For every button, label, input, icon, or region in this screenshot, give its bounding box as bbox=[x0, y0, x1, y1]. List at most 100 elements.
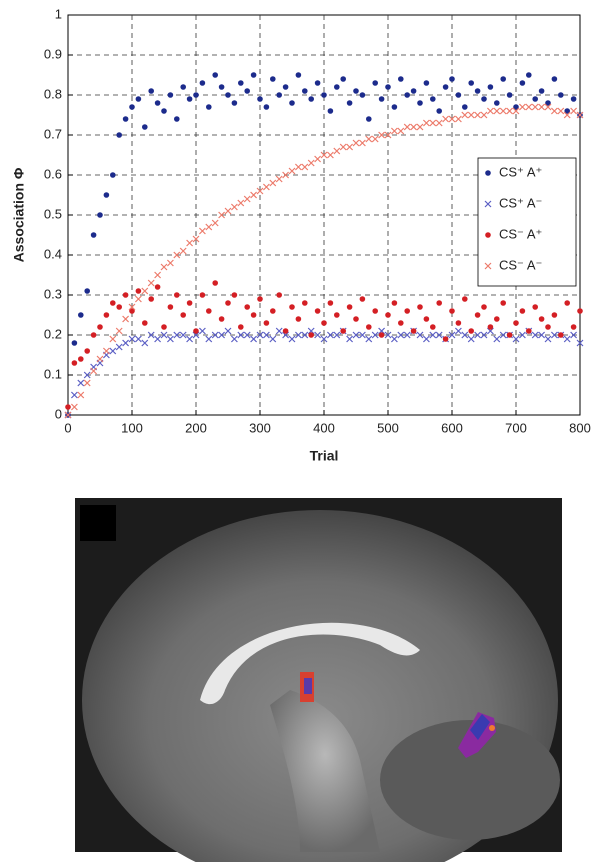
point bbox=[115, 327, 123, 335]
point bbox=[173, 251, 181, 259]
point bbox=[500, 76, 507, 82]
point bbox=[327, 108, 334, 114]
point bbox=[417, 100, 423, 106]
point bbox=[218, 316, 225, 322]
point bbox=[558, 92, 564, 98]
point bbox=[230, 203, 238, 211]
grid: 0 100 200 300 400 500 600 700 800 0 0.1 0.2 0.3 0.4 0.… bbox=[44, 6, 591, 435]
point bbox=[211, 219, 219, 227]
point bbox=[372, 80, 379, 86]
point bbox=[371, 135, 379, 143]
point bbox=[314, 155, 322, 163]
point bbox=[70, 403, 78, 411]
point bbox=[398, 320, 404, 326]
point bbox=[250, 312, 257, 318]
point bbox=[454, 327, 462, 335]
x-tick-label: 0 bbox=[64, 420, 71, 435]
point bbox=[423, 316, 430, 322]
y-tick-label: 0.8 bbox=[44, 86, 62, 101]
point bbox=[366, 116, 372, 122]
corpus-callosum bbox=[200, 622, 420, 705]
point bbox=[77, 391, 85, 399]
point bbox=[390, 127, 398, 135]
point bbox=[422, 335, 430, 343]
point bbox=[499, 331, 507, 339]
point bbox=[167, 304, 174, 310]
point bbox=[468, 328, 475, 334]
point bbox=[109, 347, 117, 355]
y-tick-label: 0.2 bbox=[44, 326, 62, 341]
point bbox=[308, 332, 315, 338]
point bbox=[294, 163, 302, 171]
point bbox=[83, 379, 91, 387]
point bbox=[289, 304, 295, 310]
point bbox=[211, 331, 219, 339]
point bbox=[442, 84, 449, 90]
x-tick-label: 100 bbox=[121, 420, 143, 435]
point bbox=[532, 304, 538, 310]
legend-label: CS⁻ A⁺ bbox=[499, 226, 542, 241]
point bbox=[141, 339, 149, 347]
point bbox=[294, 331, 302, 339]
legend-box bbox=[477, 157, 577, 287]
point bbox=[526, 328, 532, 334]
point bbox=[461, 331, 469, 339]
point bbox=[449, 308, 455, 314]
point bbox=[186, 96, 193, 102]
point bbox=[513, 320, 519, 326]
point bbox=[148, 296, 154, 302]
point bbox=[307, 159, 315, 167]
point bbox=[160, 263, 168, 271]
point bbox=[378, 327, 386, 335]
point bbox=[436, 300, 443, 306]
point bbox=[97, 324, 103, 330]
point bbox=[193, 92, 199, 98]
point bbox=[358, 331, 366, 339]
point bbox=[206, 104, 212, 110]
point bbox=[404, 92, 411, 98]
point bbox=[544, 103, 552, 111]
legend-label: CS⁺ A⁺ bbox=[499, 164, 542, 179]
point bbox=[314, 80, 321, 86]
legend-marker bbox=[485, 232, 491, 238]
point bbox=[570, 96, 577, 102]
image-corner bbox=[80, 505, 116, 541]
point bbox=[423, 80, 430, 86]
point bbox=[180, 84, 186, 90]
point bbox=[142, 320, 148, 326]
point bbox=[545, 100, 551, 106]
point bbox=[295, 72, 302, 78]
point bbox=[570, 324, 577, 330]
point bbox=[531, 103, 539, 111]
point bbox=[243, 195, 251, 203]
point bbox=[142, 124, 148, 130]
point bbox=[429, 331, 437, 339]
point bbox=[212, 72, 218, 78]
point bbox=[282, 171, 290, 179]
x-tick-label: 500 bbox=[377, 420, 399, 435]
point bbox=[429, 119, 437, 127]
y-tick-label: 0.5 bbox=[44, 206, 62, 221]
x-tick-label: 700 bbox=[505, 420, 527, 435]
point bbox=[519, 80, 526, 86]
point bbox=[174, 292, 180, 298]
point bbox=[250, 335, 258, 343]
activation bbox=[304, 678, 312, 694]
point bbox=[550, 331, 558, 339]
point bbox=[122, 315, 130, 323]
point bbox=[564, 108, 570, 114]
point bbox=[173, 331, 181, 339]
point bbox=[314, 331, 322, 339]
x-axis-label: Trial bbox=[310, 448, 339, 464]
point bbox=[494, 100, 500, 106]
point bbox=[65, 404, 71, 410]
point bbox=[365, 335, 373, 343]
point bbox=[256, 187, 264, 195]
point bbox=[71, 360, 78, 366]
point bbox=[385, 312, 391, 318]
legend: CS⁺ A⁺ CS⁺ A⁻ CS⁻ A⁺ CS⁻ A⁻ bbox=[484, 164, 542, 272]
point bbox=[282, 328, 289, 334]
point bbox=[166, 259, 174, 267]
point bbox=[525, 103, 533, 111]
point bbox=[269, 179, 277, 187]
